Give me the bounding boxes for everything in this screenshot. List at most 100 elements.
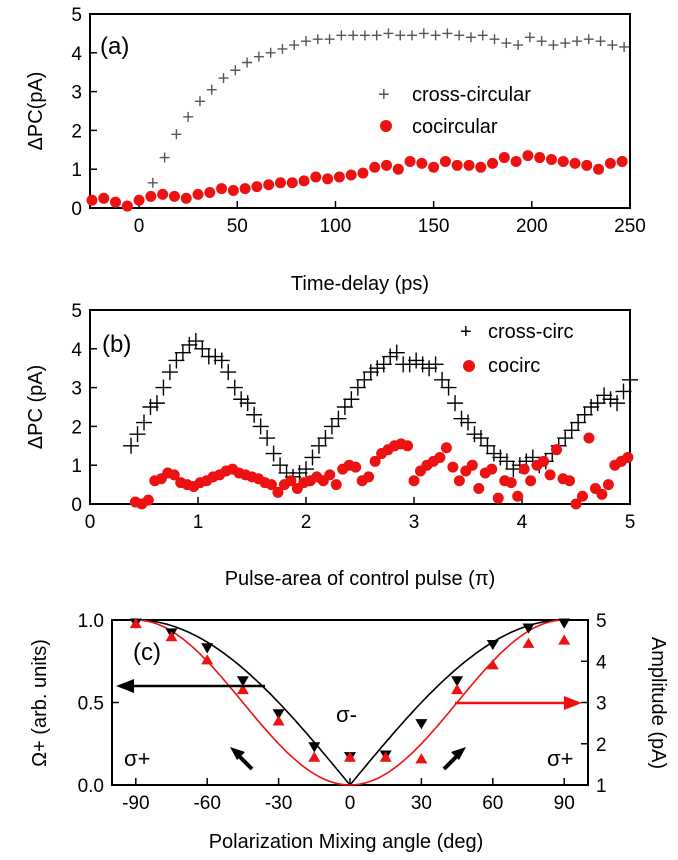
panel-b-x-tick-label: 5 (625, 512, 636, 533)
cross-circ-point (226, 379, 243, 396)
cross-circ-point (589, 395, 606, 412)
cocirc-point (583, 432, 595, 444)
cocirc-point (272, 486, 284, 498)
cocircular-point (439, 155, 451, 167)
cocircular-point (604, 157, 616, 169)
cross-circular-point (395, 30, 406, 41)
down-triangle-point (558, 618, 571, 629)
panel-b-x-ticks: 0 1 2 3 4 5 (85, 497, 636, 533)
cross-circ-point (252, 418, 269, 435)
cross-circular-point (277, 43, 288, 54)
up-triangle-point (129, 617, 142, 629)
down-triangle-point (272, 709, 285, 720)
cocircular-point (369, 161, 381, 173)
panel-a-y-tick-label: 1 (71, 160, 82, 181)
cross-circular-point (324, 34, 335, 45)
cocircular-point (498, 152, 510, 164)
up-triangle-point (236, 683, 249, 695)
cross-circular-point (619, 41, 630, 52)
cross-circ-point (382, 348, 399, 365)
panel-a-xlabel: Time-delay (ps) (291, 273, 429, 295)
cross-circ-point (142, 399, 159, 415)
down-triangle-point (308, 742, 321, 753)
panel-c-right-y-tick-label: 1 (596, 776, 607, 797)
panel-c-right-y-tick-label: 5 (596, 611, 607, 632)
cross-circular-point (336, 30, 347, 41)
cross-circular-point (607, 40, 618, 51)
cocirc-point (466, 459, 478, 471)
panel-c: -90 -60 -30 0 30 60 90 0.0 0.5 1.0 1 2 3 4 5 (c) Ω+ … (29, 611, 669, 853)
cross-circ-point (187, 333, 204, 350)
panel-b-y-tick-label: 1 (71, 456, 82, 477)
up-triangle-point (201, 654, 214, 665)
cross-circular-point (218, 73, 229, 84)
cross-circ-point (453, 410, 470, 427)
panel-c-diag-arrow-right-head (451, 747, 466, 760)
cross-circ-point (408, 352, 425, 369)
cocircular-point (392, 163, 404, 175)
cocirc-point (402, 440, 414, 452)
cross-circ-point (615, 383, 632, 400)
cross-circular-point (418, 28, 429, 39)
cocirc-point (168, 469, 180, 481)
panel-c-label: (c) (133, 639, 161, 666)
cross-circ-point (317, 430, 334, 447)
cross-circ-point (298, 461, 314, 478)
panel-c-xlabel: Polarization Mixing angle (deg) (209, 831, 484, 853)
cocirc-point (564, 475, 576, 487)
cocirc-point (505, 477, 517, 489)
cross-circ-point (272, 457, 289, 474)
cross-circ-point (583, 399, 600, 415)
cross-circ-point (213, 352, 230, 369)
cocircular-point (133, 194, 145, 206)
cross-circ-point (181, 336, 198, 353)
panel-b-y-tick-label: 3 (71, 379, 82, 400)
panel-a-marks (86, 28, 630, 212)
cross-circ-point (485, 445, 502, 462)
up-triangle-point (522, 637, 535, 648)
cross-circ-point (421, 360, 438, 377)
cocircular-point (168, 190, 180, 202)
cocircular-point (322, 173, 334, 185)
cross-circ-point (388, 344, 405, 361)
panel-c-diag-arrow-left-head (230, 747, 245, 760)
panel-a-x-tick-label: 150 (418, 216, 450, 237)
cross-circular-point (583, 34, 594, 45)
cross-circ-point (239, 395, 256, 412)
cross-circ-point (596, 387, 613, 404)
panel-c-x-tick-label: -90 (122, 793, 149, 814)
panel-c-right-y-ticks: 1 2 3 4 5 (581, 611, 607, 797)
panel-a-y-tick-label: 4 (71, 44, 82, 65)
cocirc-point (142, 494, 154, 506)
cross-circ-point (349, 379, 366, 396)
cocircular-point (157, 188, 169, 200)
cocirc-point (440, 442, 452, 454)
cocirc-point (330, 479, 342, 491)
panel-c-marks (129, 617, 571, 764)
panel-b-legend-co-label: cocirc (488, 355, 540, 377)
cross-circ-point (330, 410, 347, 427)
cocirc-point (525, 475, 537, 487)
cross-circular-point (595, 36, 606, 47)
cross-circular-point (524, 32, 535, 43)
panel-c-sigma-plus-left: σ+ (124, 746, 150, 771)
cross-circ-point (233, 391, 250, 408)
cross-circular-point (265, 47, 276, 58)
panel-c-diag-arrow-right (442, 753, 460, 771)
cocircular-point (463, 159, 475, 171)
cross-circ-point (343, 391, 360, 408)
panel-c-right-y-tick-label: 2 (596, 735, 607, 756)
cross-circ-point (220, 364, 237, 381)
panel-b-marks (123, 333, 638, 510)
cocircular-point (545, 154, 557, 165)
cross-circ-point (622, 371, 638, 388)
cocircular-point (180, 192, 192, 204)
cross-circ-point (259, 430, 276, 447)
down-triangle-point (451, 676, 464, 687)
panel-c-x-tick-label: 30 (411, 793, 432, 814)
cocircular-point (298, 175, 310, 187)
cross-circular-point (371, 30, 382, 41)
cross-circular-point (206, 84, 217, 95)
down-triangle-point (522, 623, 535, 634)
